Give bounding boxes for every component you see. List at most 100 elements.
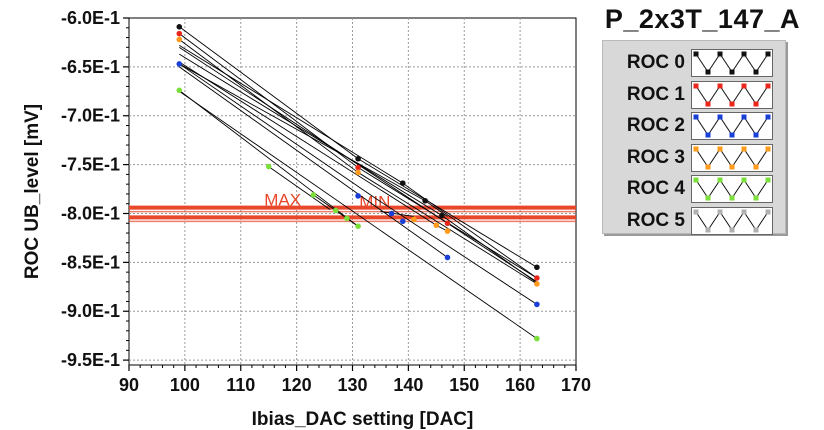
legend-zigzag bbox=[693, 83, 771, 106]
data-point-roc-4 bbox=[176, 87, 183, 94]
legend-line bbox=[695, 53, 769, 73]
series-line-roc-1 bbox=[179, 46, 448, 224]
legend-marker bbox=[765, 51, 771, 57]
legend-label: ROC 3 bbox=[626, 146, 685, 168]
legend-line bbox=[695, 84, 769, 105]
series-line-roc-2 bbox=[374, 197, 538, 305]
legend-label: ROC 5 bbox=[626, 209, 685, 231]
legend-marker bbox=[717, 146, 723, 151]
legend-zigzag bbox=[693, 114, 771, 138]
series-line-roc-1 bbox=[447, 222, 538, 283]
legend-swatch bbox=[691, 112, 773, 140]
legend-marker bbox=[717, 209, 723, 214]
legend-line bbox=[695, 147, 769, 168]
series-line-roc-4 bbox=[268, 166, 331, 210]
legend-marker bbox=[741, 83, 747, 88]
legend-marker bbox=[693, 177, 699, 183]
reference-lines: MAX MIN bbox=[129, 191, 576, 223]
data-point-roc-0 bbox=[534, 264, 540, 271]
legend-zigzag bbox=[693, 209, 771, 232]
data-point-roc-3 bbox=[433, 222, 440, 229]
data-point-roc-4 bbox=[344, 215, 350, 222]
data-point-roc-2 bbox=[388, 210, 395, 217]
data-point-roc-3 bbox=[444, 228, 451, 234]
y-tick-label: -9.0E-1 bbox=[61, 301, 120, 321]
legend-swatch bbox=[691, 206, 773, 235]
legend-marker bbox=[705, 132, 711, 138]
legend-marker bbox=[717, 177, 723, 183]
legend-item: ROC 0 bbox=[603, 47, 785, 77]
plot-area: MAX MIN 90 100 110 120 130 140 150 160 170 -6.0E-1… bbox=[22, 8, 591, 430]
legend-marker bbox=[693, 146, 699, 151]
data-point-roc-0 bbox=[176, 23, 183, 30]
legend-marker bbox=[729, 101, 735, 106]
data-point-roc-0 bbox=[399, 180, 406, 186]
series-line-roc-3 bbox=[179, 61, 437, 226]
legend-zigzag bbox=[693, 51, 771, 75]
legend-zigzag bbox=[693, 146, 771, 169]
legend-marker bbox=[753, 227, 759, 232]
data-point-roc-4 bbox=[534, 335, 540, 342]
legend-marker bbox=[741, 146, 747, 151]
legend-marker bbox=[717, 114, 723, 120]
data-point-roc-4 bbox=[332, 207, 339, 214]
legend-marker bbox=[741, 114, 747, 120]
data-point-roc-2 bbox=[534, 301, 540, 308]
legend-marker bbox=[729, 132, 735, 138]
legend-label: ROC 1 bbox=[626, 83, 685, 105]
series-line-roc-3 bbox=[179, 39, 359, 173]
x-tick-label: 130 bbox=[337, 375, 367, 395]
y-tick-label: -7.0E-1 bbox=[61, 106, 120, 126]
data-point-roc-2 bbox=[355, 193, 361, 199]
series-line-roc-4 bbox=[179, 90, 538, 339]
y-tick-label: -7.5E-1 bbox=[61, 155, 120, 175]
legend-marker bbox=[753, 164, 759, 169]
data-point-roc-0 bbox=[439, 212, 445, 219]
data-point-roc-1 bbox=[534, 275, 540, 281]
legend-swatch bbox=[691, 49, 773, 77]
chart-title: P_2x3T_147_A bbox=[604, 4, 800, 34]
legend-marker bbox=[741, 51, 747, 57]
legend-item: ROC 3 bbox=[603, 142, 785, 172]
legend-line bbox=[695, 116, 769, 136]
legend-line bbox=[695, 179, 769, 199]
y-tick-label: -8.0E-1 bbox=[61, 203, 120, 223]
series-line-roc-0 bbox=[179, 63, 426, 202]
data-point-roc-1 bbox=[176, 30, 183, 37]
series-line-roc-0 bbox=[179, 44, 404, 184]
data-point-roc-0 bbox=[422, 197, 428, 204]
series-points bbox=[176, 23, 540, 342]
data-point-roc-4 bbox=[265, 163, 272, 170]
legend-label: ROC 2 bbox=[626, 115, 685, 136]
legend-marker bbox=[729, 227, 735, 232]
x-tick-label: 90 bbox=[119, 375, 139, 395]
legend-marker bbox=[765, 209, 771, 214]
data-point-roc-2 bbox=[444, 254, 451, 261]
x-axis-title: Ibias_DAC setting [DAC] bbox=[252, 409, 474, 430]
data-point-roc-1 bbox=[355, 164, 361, 171]
legend-swatch bbox=[691, 143, 773, 172]
data-point-roc-3 bbox=[534, 281, 540, 287]
data-point-roc-4 bbox=[355, 223, 361, 229]
data-point-roc-3 bbox=[176, 36, 183, 43]
legend-marker bbox=[753, 69, 759, 75]
legend-zigzag bbox=[693, 177, 771, 201]
legend-marker bbox=[765, 83, 771, 88]
data-point-roc-3 bbox=[411, 216, 417, 223]
series-line-roc-3 bbox=[357, 172, 538, 285]
legend-marker bbox=[693, 114, 699, 120]
axes: 90 100 110 120 130 140 150 160 170 -6.0E-1 -6.5E-1… bbox=[22, 8, 591, 430]
legend-marker bbox=[705, 101, 711, 106]
legend-marker bbox=[753, 101, 759, 106]
legend-item: ROC 2 bbox=[603, 110, 785, 140]
legend-marker bbox=[693, 209, 699, 214]
y-tick-label: -6.5E-1 bbox=[61, 57, 120, 77]
legend-marker bbox=[765, 177, 771, 183]
series-line-roc-2 bbox=[179, 63, 376, 199]
legend-marker bbox=[705, 164, 711, 169]
x-tick-label: 100 bbox=[170, 375, 200, 395]
ref-label-max: MAX bbox=[264, 191, 301, 210]
y-tick-label: -6.0E-1 bbox=[61, 8, 120, 28]
data-point-roc-2 bbox=[399, 218, 406, 225]
